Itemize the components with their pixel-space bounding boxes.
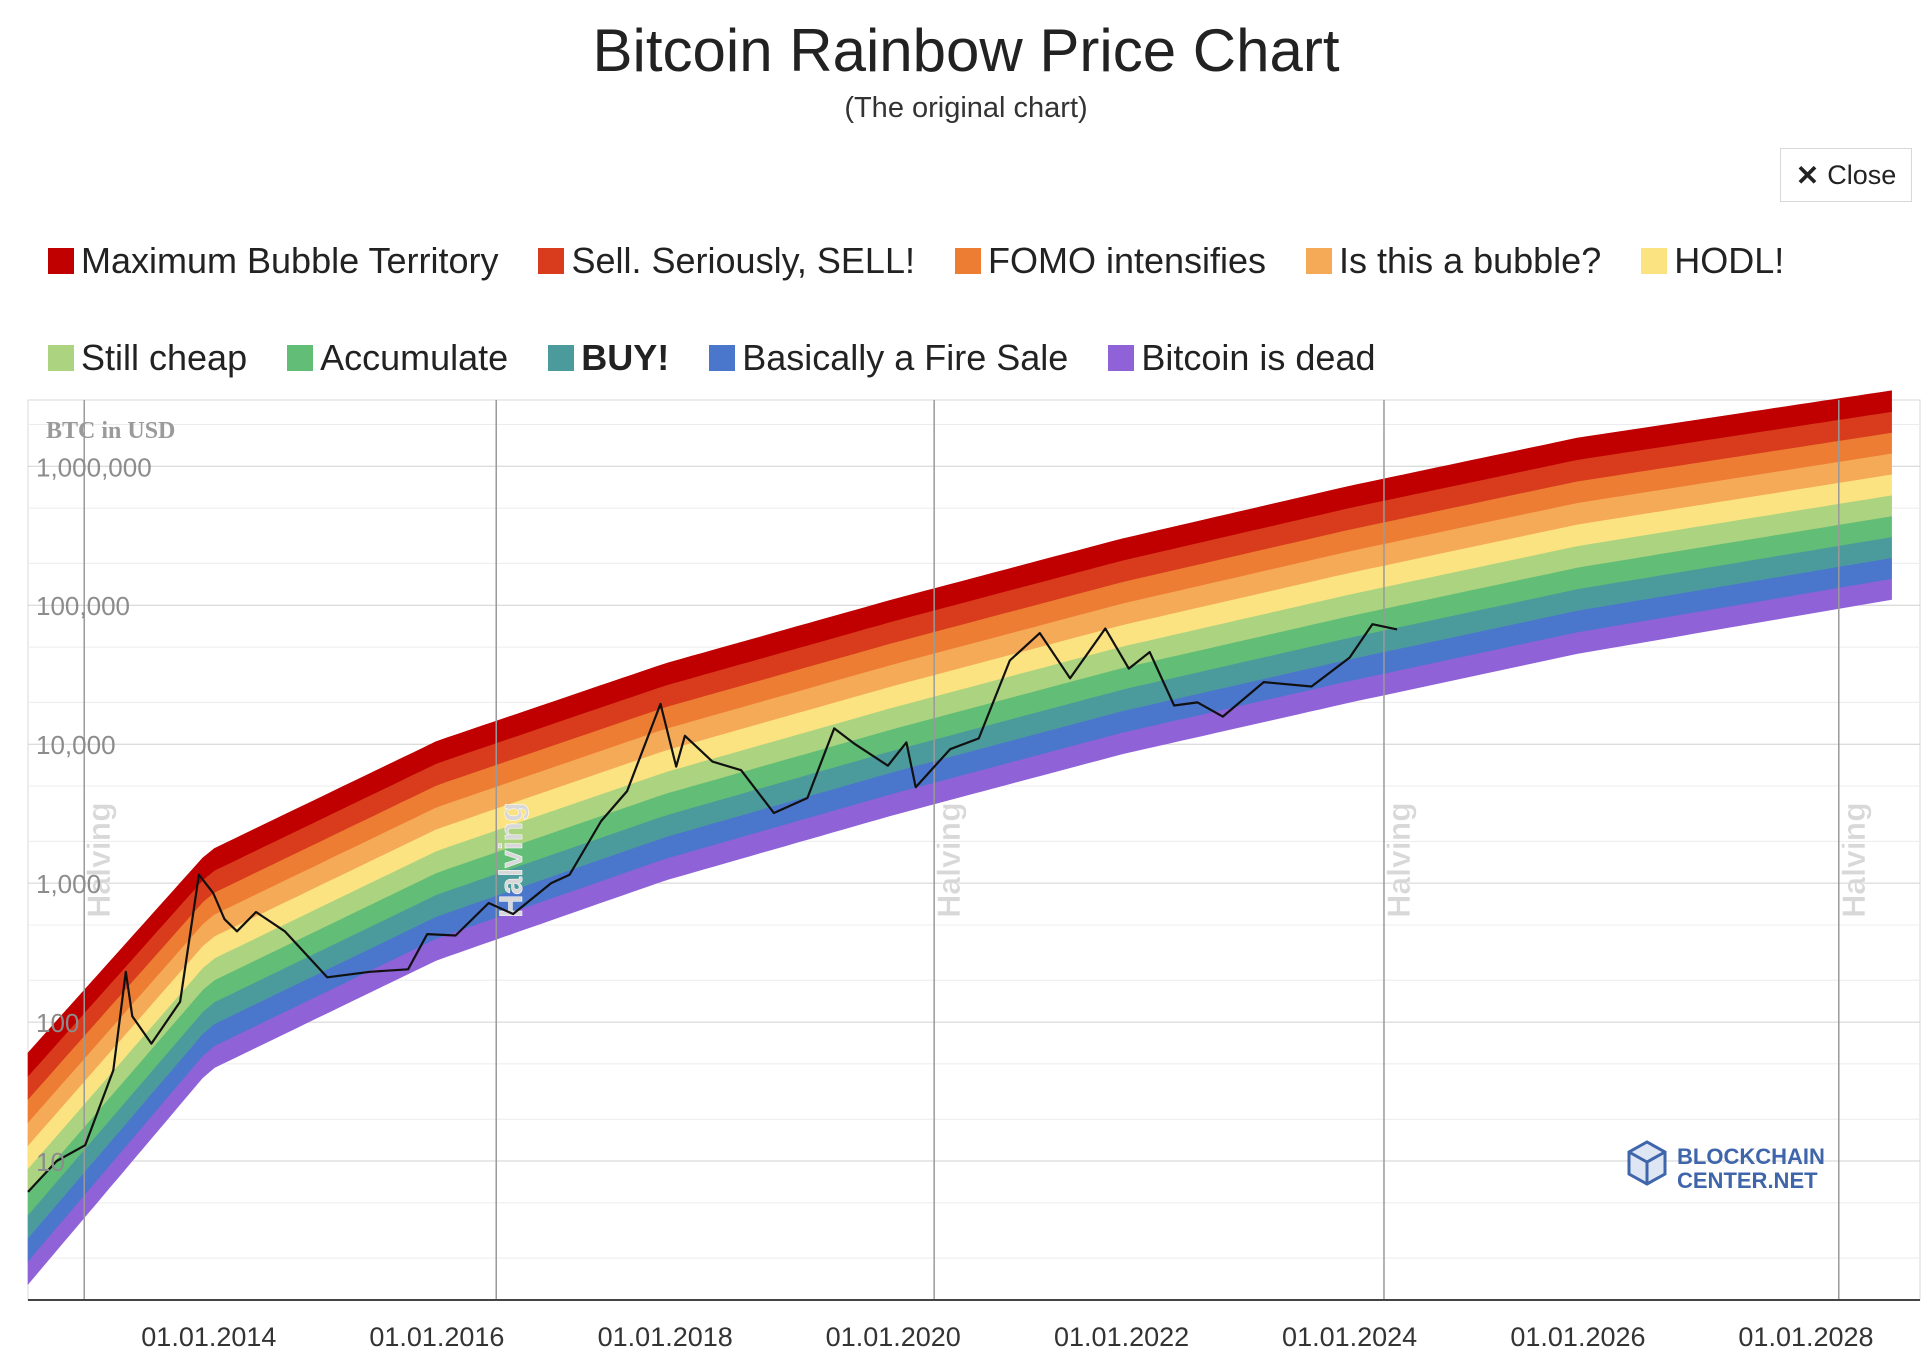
legend-item[interactable]: Still cheap — [48, 337, 247, 379]
price-line — [27, 623, 1398, 1193]
y-tick-label: 1,000,000 — [36, 452, 152, 482]
blockchaincenter-logo: BLOCKCHAIN CENTER.NET — [1627, 1140, 1825, 1193]
y-tick-label: 1,000 — [36, 869, 101, 899]
x-tick-label: 01.01.2020 — [826, 1322, 961, 1352]
legend-swatch — [548, 345, 575, 371]
chart-title: Bitcoin Rainbow Price Chart — [592, 17, 1340, 84]
close-x-icon: ✕ — [1795, 159, 1820, 191]
legend-item[interactable]: HODL! — [1641, 240, 1784, 282]
cube-logo-icon — [1627, 1140, 1667, 1186]
chart-subtitle: (The original chart) — [844, 92, 1088, 124]
legend-label: Is this a bubble? — [1339, 240, 1602, 281]
legend-label: Sell. Seriously, SELL! — [571, 240, 915, 281]
legend-swatch — [1108, 345, 1135, 371]
legend-item[interactable]: Accumulate — [287, 337, 508, 379]
legend-swatch — [538, 248, 565, 274]
legend-label: BUY! — [581, 337, 670, 378]
legend-label: Basically a Fire Sale — [742, 337, 1069, 378]
x-tick-label: 01.01.2026 — [1510, 1322, 1645, 1352]
halving-label: Halving — [931, 802, 967, 918]
halving-label: Halving — [1381, 802, 1417, 918]
rainbow-band — [27, 390, 1892, 1077]
y-tick-label: 100,000 — [36, 591, 130, 621]
legend-item[interactable]: Bitcoin is dead — [1108, 337, 1375, 379]
legend-item[interactable]: Basically a Fire Sale — [709, 337, 1068, 379]
x-tick-label: 01.01.2014 — [141, 1322, 276, 1352]
logo-text-line1: BLOCKCHAIN — [1677, 1144, 1825, 1169]
legend-swatch — [1641, 248, 1668, 274]
legend-item[interactable]: FOMO intensifies — [954, 240, 1267, 282]
legend-label: Still cheap — [81, 337, 248, 378]
x-tick-label: 01.01.2024 — [1282, 1322, 1417, 1352]
legend-swatch — [1306, 248, 1333, 274]
halving-label: Halving — [1836, 802, 1872, 918]
legend-row: Still cheap Accumulate BUY! Basically a Fir… — [48, 337, 1415, 379]
y-tick-label: 10 — [36, 1147, 65, 1177]
legend-item[interactable]: BUY! — [548, 337, 669, 379]
halving-label: Halving — [81, 802, 117, 918]
legend-swatch — [48, 248, 74, 274]
legend-swatch — [954, 248, 981, 274]
y-axis-label: BTC in USD — [46, 418, 175, 444]
x-tick-label: 01.01.2016 — [369, 1322, 504, 1352]
x-tick-label: 01.01.2028 — [1738, 1322, 1873, 1352]
legend-item[interactable]: Is this a bubble? — [1306, 240, 1601, 282]
legend-item[interactable]: Sell. Seriously, SELL! — [538, 240, 915, 282]
legend-label: HODL! — [1674, 240, 1785, 281]
halving-label: Halving — [493, 802, 529, 918]
legend-label: Accumulate — [320, 337, 509, 378]
legend-swatch — [287, 345, 314, 371]
x-tick-label: 01.01.2022 — [1054, 1322, 1189, 1352]
legend-label: Maximum Bubble Territory — [81, 240, 499, 281]
close-label: Close — [1827, 159, 1897, 190]
legend-label: Bitcoin is dead — [1141, 337, 1376, 378]
y-tick-label: 100 — [36, 1008, 79, 1038]
legend-row: Maximum Bubble Territory Sell. Seriously,… — [48, 240, 1824, 282]
legend-swatch — [709, 345, 736, 371]
legend-label: FOMO intensifies — [987, 240, 1267, 281]
legend-swatch — [48, 345, 74, 371]
y-tick-label: 10,000 — [36, 730, 116, 760]
legend-item[interactable]: Maximum Bubble Territory — [48, 240, 498, 282]
close-button[interactable]: ✕ Close — [1780, 148, 1912, 202]
x-tick-label: 01.01.2018 — [598, 1322, 733, 1352]
logo-text-line2: CENTER.NET — [1677, 1168, 1818, 1193]
